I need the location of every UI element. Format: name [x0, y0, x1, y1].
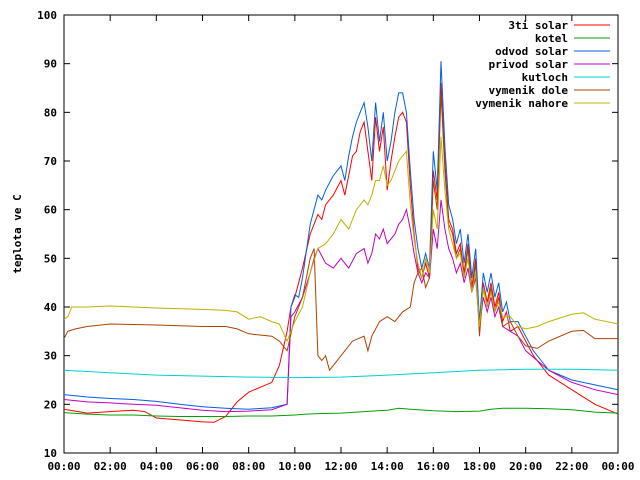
y-tick-label: 40: [44, 301, 57, 314]
y-tick-label: 10: [44, 447, 57, 460]
y-tick-label: 50: [44, 252, 57, 265]
y-tick-label: 90: [44, 58, 57, 71]
y-axis-label: teplota ve C: [11, 194, 24, 273]
x-tick-label: 16:00: [417, 460, 450, 473]
legend-label: vymenik dole: [489, 84, 569, 97]
x-tick-label: 00:00: [601, 460, 634, 473]
x-tick-label: 12:00: [324, 460, 357, 473]
x-tick-label: 00:00: [47, 460, 80, 473]
series-line-6: [63, 136, 619, 343]
series-line-4: [63, 368, 619, 379]
y-tick-label: 80: [44, 106, 57, 119]
x-tick-label: 14:00: [371, 460, 404, 473]
legend-label: kutloch: [522, 71, 568, 84]
x-tick-label: 02:00: [94, 460, 127, 473]
series-line-1: [63, 407, 619, 417]
series-lines: [63, 61, 619, 423]
series-line-2: [63, 61, 619, 410]
x-tick-label: 10:00: [278, 460, 311, 473]
legend-label: kotel: [535, 32, 568, 45]
y-tick-label: 70: [44, 155, 57, 168]
y-axis: 10 20 30 40 50 60 70 80 90 100: [37, 9, 618, 460]
x-tick-label: 18:00: [463, 460, 496, 473]
x-axis: 00:00 02:00 04:00 06:00 08:00 10:00 12:00 14:00…: [47, 15, 635, 473]
series-line-0: [63, 83, 619, 423]
x-tick-label: 04:00: [140, 460, 173, 473]
x-tick-label: 06:00: [186, 460, 219, 473]
series-line-5: [63, 92, 618, 372]
series-line-3: [63, 199, 619, 413]
y-tick-label: 20: [44, 398, 57, 411]
x-tick-label: 20:00: [509, 460, 542, 473]
legend-label: 3ti solar: [508, 19, 568, 32]
legend-label: privod solar: [489, 58, 569, 71]
x-tick-label: 22:00: [555, 460, 588, 473]
x-tick-label: 08:00: [232, 460, 265, 473]
legend-label: vymenik nahore: [475, 97, 568, 110]
y-tick-label: 100: [37, 9, 57, 22]
y-tick-label: 30: [44, 350, 57, 363]
legend-label: odvod solar: [495, 45, 568, 58]
y-tick-label: 60: [44, 204, 57, 217]
